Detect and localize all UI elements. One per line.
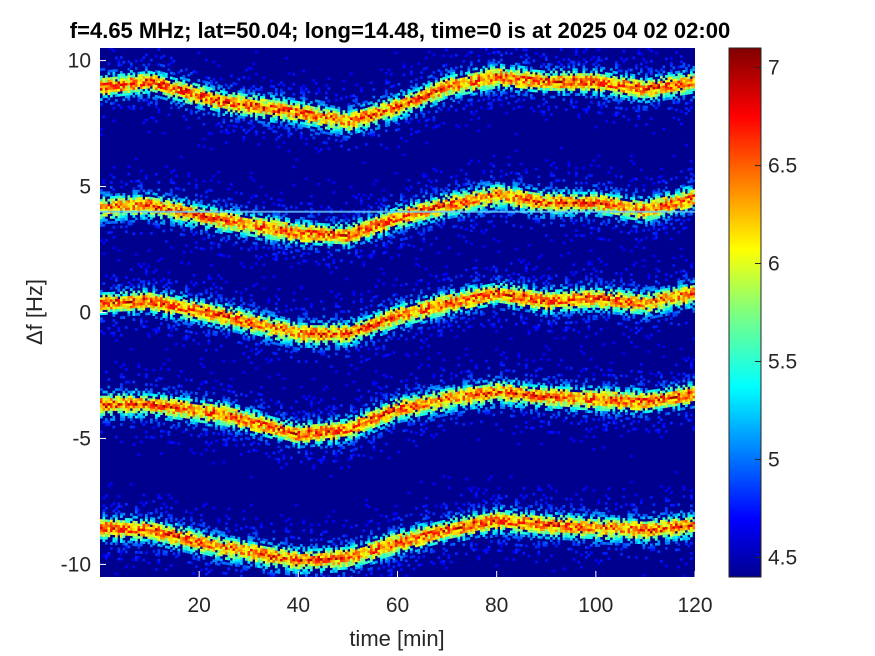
band-5	[100, 471, 695, 577]
band-4	[100, 337, 695, 479]
x-tick-label: 100	[578, 594, 613, 617]
colorbar-tick-label: 5.5	[768, 350, 797, 373]
y-tick-label: 5	[79, 176, 91, 199]
x-tick-label: 20	[187, 594, 210, 617]
y-axis-label: Δf [Hz]	[22, 279, 47, 345]
x-tick-label: 80	[485, 594, 508, 617]
y-axis: 10 5 0 -5 -10	[61, 50, 106, 576]
y-tick-label: -10	[61, 553, 91, 576]
x-tick-label: 120	[677, 594, 712, 617]
band-3	[100, 237, 695, 384]
x-axis: 20 40 60 80 100 120	[187, 571, 713, 617]
colorbar-tick-label: 6.5	[768, 155, 797, 178]
x-tick-label: 60	[386, 594, 409, 617]
spectrogram-bands	[100, 48, 695, 577]
colorbar	[728, 47, 762, 578]
y-tick-label: 0	[79, 302, 91, 325]
y-tick-label: 10	[68, 50, 91, 73]
colorbar-tick-label: 6	[768, 253, 780, 276]
colorbar-tick-label: 7	[768, 57, 780, 80]
colorbar-ticks: 4.5 5 5.5 6 6.5 7	[755, 57, 797, 569]
y-tick-label: -5	[72, 427, 91, 450]
colorbar-tick-label: 4.5	[768, 546, 797, 569]
x-tick-label: 40	[287, 594, 310, 617]
chart-title: f=4.65 MHz; lat=50.04; long=14.48, time=…	[70, 18, 730, 43]
band-1	[100, 48, 695, 169]
colorbar-tick-label: 5	[768, 448, 780, 471]
x-axis-label: time [min]	[349, 626, 444, 651]
